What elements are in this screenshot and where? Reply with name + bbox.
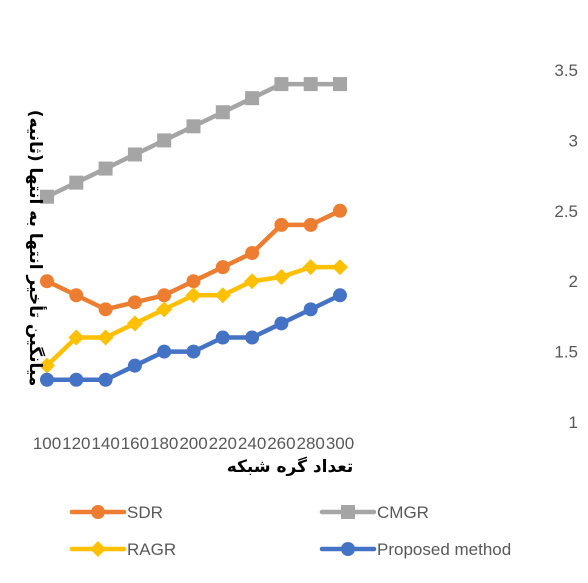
x-tick-label: 180: [150, 434, 178, 453]
x-axis-ticks: 100 120 140 160 180 200 220 240 260 280 300: [33, 434, 354, 453]
legend-entry-sdr: SDR: [69, 503, 163, 522]
data-point-sdr: [215, 260, 230, 275]
data-point-proposed-method: [127, 358, 142, 373]
x-tick-label: 120: [62, 434, 90, 453]
data-point-proposed-method: [245, 330, 260, 345]
x-axis-title: تعداد گره شبکه: [227, 456, 354, 477]
data-point-proposed-method: [303, 302, 318, 317]
data-point-proposed-method: [40, 372, 54, 387]
legend-entry-ragr: RAGR: [69, 540, 176, 559]
series-proposed-method: [40, 288, 347, 387]
y-tick-label: 2: [569, 272, 578, 291]
data-point-sdr: [303, 217, 318, 232]
data-point-ragr: [39, 357, 55, 374]
data-point-proposed-method: [69, 372, 84, 387]
data-point-cmgr: [127, 147, 142, 162]
data-point-ragr: [68, 329, 85, 346]
data-point-sdr: [274, 217, 289, 232]
data-point-sdr: [40, 274, 54, 289]
legend-marker-sdr: [91, 505, 105, 519]
x-tick-label: 220: [209, 434, 237, 453]
legend-label-cmgr: CMGR: [377, 503, 429, 522]
data-point-ragr: [244, 273, 261, 290]
legend-label-sdr: SDR: [127, 503, 163, 522]
legend-entry-cmgr: CMGR: [319, 503, 429, 522]
legend-entry-proposed-method: Proposed method: [319, 540, 511, 559]
data-point-sdr: [127, 295, 142, 310]
x-tick-label: 160: [121, 434, 149, 453]
data-point-ragr: [214, 287, 231, 304]
y-axis-ticks: 1 1.5 2 2.5 3 3.5: [554, 61, 578, 432]
y-tick-label: 3.5: [554, 61, 578, 80]
data-point-sdr: [186, 274, 201, 289]
data-point-proposed-method: [157, 344, 172, 359]
data-point-ragr: [126, 315, 143, 332]
data-point-sdr: [333, 203, 347, 218]
y-tick-label: 2.5: [554, 202, 578, 221]
legend-label-ragr: RAGR: [127, 540, 176, 559]
data-point-sdr: [245, 246, 260, 261]
data-point-proposed-method: [215, 330, 230, 345]
series-ragr: [39, 259, 348, 374]
y-tick-label: 3: [569, 131, 578, 150]
legend-label-proposed-method: Proposed method: [377, 540, 511, 559]
data-point-cmgr: [303, 77, 318, 92]
legend-marker-cmgr: [341, 505, 355, 519]
x-tick-label: 300: [326, 434, 354, 453]
data-point-ragr: [273, 268, 290, 285]
data-point-ragr: [185, 287, 202, 304]
data-point-ragr: [302, 259, 319, 276]
legend-marker-ragr: [90, 541, 106, 557]
series-line-cmgr: [44, 81, 343, 199]
data-point-proposed-method: [333, 288, 347, 303]
x-tick-label: 240: [238, 434, 266, 453]
data-point-sdr: [69, 288, 84, 303]
series-sdr: [40, 203, 347, 317]
data-point-proposed-method: [98, 372, 113, 387]
data-point-cmgr: [274, 77, 289, 92]
data-point-cmgr: [333, 77, 347, 92]
y-tick-label: 1: [569, 413, 578, 432]
data-point-cmgr: [157, 133, 172, 148]
data-point-proposed-method: [186, 344, 201, 359]
data-point-cmgr: [69, 175, 84, 190]
data-point-cmgr: [215, 105, 230, 120]
data-point-cmgr: [245, 91, 260, 106]
plot-area: [39, 77, 348, 387]
x-tick-label: 200: [179, 434, 207, 453]
data-point-ragr: [332, 259, 348, 276]
data-point-ragr: [97, 329, 114, 346]
data-point-ragr: [156, 301, 173, 318]
data-point-proposed-method: [274, 316, 289, 331]
x-tick-label: 100: [33, 434, 61, 453]
data-point-cmgr: [186, 119, 201, 134]
data-point-sdr: [98, 302, 113, 317]
x-tick-label: 260: [267, 434, 295, 453]
x-tick-label: 280: [297, 434, 325, 453]
legend: SDR CMGR RAGR Proposed method: [69, 503, 511, 559]
series-cmgr: [40, 77, 347, 204]
y-axis-title: میانگین تأخیر انتها به انتها (ثانیه): [25, 110, 47, 387]
data-point-sdr: [157, 288, 172, 303]
data-point-cmgr: [98, 161, 113, 176]
y-tick-label: 1.5: [554, 343, 578, 362]
legend-marker-proposed-method: [341, 542, 355, 556]
data-point-cmgr: [40, 189, 54, 204]
x-tick-label: 140: [91, 434, 119, 453]
